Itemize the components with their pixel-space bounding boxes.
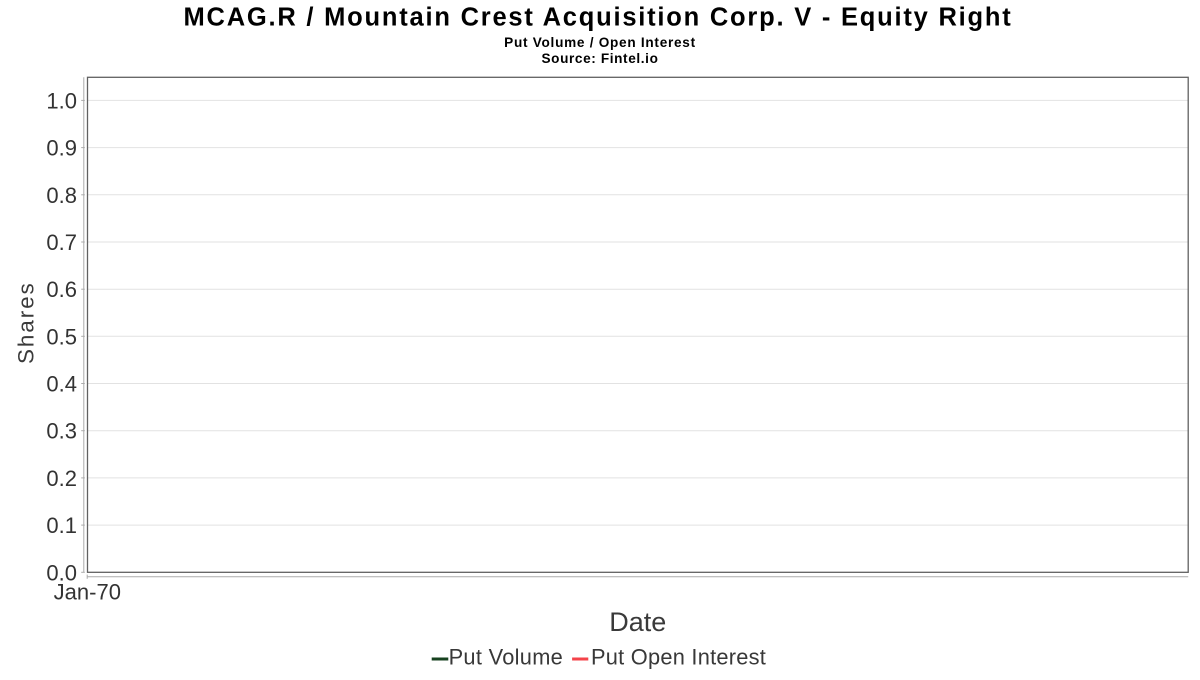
svg-text:Jan-70: Jan-70: [54, 579, 121, 604]
svg-text:0.2: 0.2: [46, 466, 77, 491]
svg-text:0.8: 0.8: [46, 183, 77, 208]
svg-text:0.5: 0.5: [46, 324, 77, 349]
svg-text:0.0: 0.0: [46, 560, 77, 585]
svg-text:0.1: 0.1: [46, 513, 77, 538]
svg-text:1.0: 1.0: [46, 88, 77, 113]
svg-text:0.3: 0.3: [46, 419, 77, 444]
svg-text:Put Open Interest: Put Open Interest: [591, 645, 766, 670]
svg-text:0.7: 0.7: [46, 230, 77, 255]
svg-text:Source: Fintel.io: Source: Fintel.io: [541, 51, 658, 66]
svg-text:Shares: Shares: [14, 281, 39, 364]
svg-text:Date: Date: [609, 607, 666, 637]
svg-text:0.9: 0.9: [46, 136, 77, 161]
svg-text:Put Volume: Put Volume: [449, 645, 563, 670]
svg-text:Put Volume / Open Interest: Put Volume / Open Interest: [504, 35, 696, 50]
svg-text:0.4: 0.4: [46, 372, 77, 397]
svg-text:0.6: 0.6: [46, 277, 77, 302]
svg-text:MCAG.R / Mountain Crest Acquis: MCAG.R / Mountain Crest Acquisition Corp…: [183, 3, 1012, 31]
